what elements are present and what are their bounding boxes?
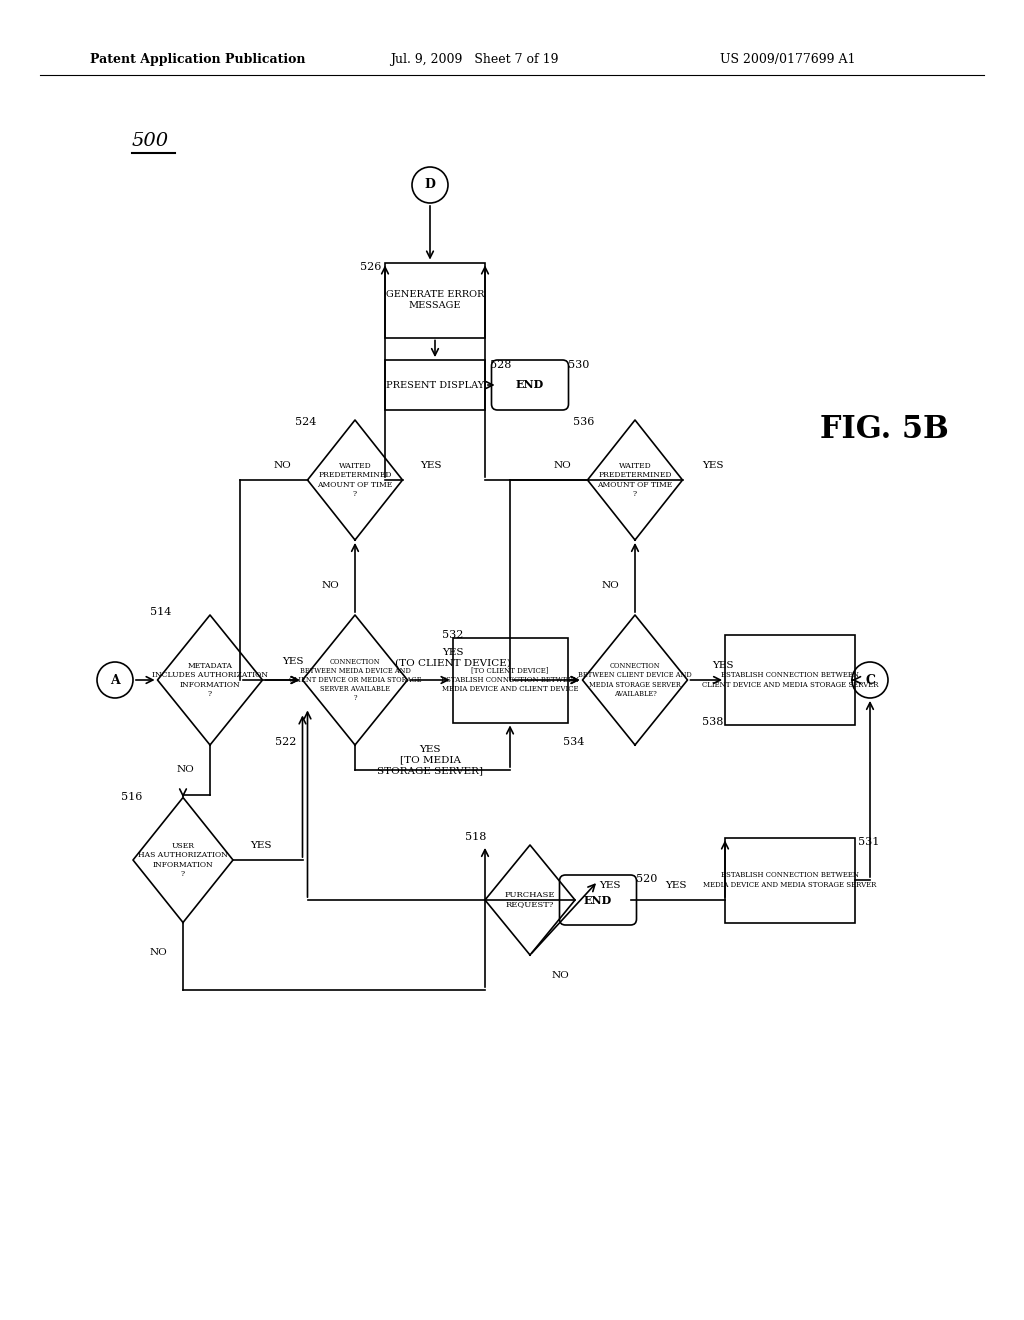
Text: CONNECTION
BETWEEN CLIENT DEVICE AND
MEDIA STORAGE SERVER
AVAILABLE?: CONNECTION BETWEEN CLIENT DEVICE AND MED…: [579, 663, 692, 698]
Text: NO: NO: [554, 461, 571, 470]
Text: 530: 530: [568, 360, 590, 370]
Text: YES: YES: [282, 657, 303, 667]
Text: YES: YES: [712, 660, 733, 669]
Text: 522: 522: [275, 737, 296, 747]
Text: ESTABLISH CONNECTION BETWEEN
CLIENT DEVICE AND MEDIA STORAGE SERVER: ESTABLISH CONNECTION BETWEEN CLIENT DEVI…: [701, 672, 879, 689]
Text: 514: 514: [150, 607, 171, 616]
Bar: [725, 837, 855, 923]
Text: GENERATE ERROR
MESSAGE: GENERATE ERROR MESSAGE: [386, 290, 484, 310]
Text: 526: 526: [360, 261, 381, 272]
Text: ESTABLISH CONNECTION BETWEEN
MEDIA DEVICE AND MEDIA STORAGE SERVER: ESTABLISH CONNECTION BETWEEN MEDIA DEVIC…: [703, 871, 877, 888]
Text: WAITED
PREDETERMINED
AMOUNT OF TIME
?: WAITED PREDETERMINED AMOUNT OF TIME ?: [317, 462, 392, 498]
Text: [TO CLIENT DEVICE]
ESTABLISH CONNECTION BETWEEN
MEDIA DEVICE AND CLIENT DEVICE: [TO CLIENT DEVICE] ESTABLISH CONNECTION …: [441, 667, 579, 693]
Text: 534: 534: [563, 737, 585, 747]
Text: NO: NO: [551, 970, 569, 979]
Text: YES: YES: [665, 880, 686, 890]
Text: NO: NO: [176, 766, 194, 775]
Text: END: END: [516, 380, 544, 391]
Text: PRESENT DISPLAY: PRESENT DISPLAY: [386, 380, 484, 389]
Text: Patent Application Publication: Patent Application Publication: [90, 54, 305, 66]
Text: A: A: [111, 673, 120, 686]
Text: 536: 536: [573, 417, 594, 426]
Text: 520: 520: [636, 874, 657, 884]
Text: 516: 516: [121, 792, 142, 803]
Text: NO: NO: [601, 581, 618, 590]
Text: 524: 524: [295, 417, 316, 426]
Text: USER
HAS AUTHORIZATION
INFORMATION
?: USER HAS AUTHORIZATION INFORMATION ?: [138, 842, 228, 878]
Bar: [453, 638, 567, 722]
Bar: [725, 635, 855, 725]
Text: FIG. 5B: FIG. 5B: [820, 414, 949, 446]
Text: NO: NO: [273, 461, 292, 470]
Text: US 2009/0177699 A1: US 2009/0177699 A1: [720, 54, 855, 66]
Text: C: C: [865, 673, 874, 686]
Text: NO: NO: [150, 948, 167, 957]
Text: PURCHASE
REQUEST?: PURCHASE REQUEST?: [505, 891, 555, 908]
Text: 531: 531: [858, 837, 880, 847]
Text: YES
(TO CLIENT DEVICE): YES (TO CLIENT DEVICE): [394, 648, 510, 668]
Text: CONNECTION
BETWEEN MEIDA DEVICE AND
CLIENT DEVICE OR MEDIA STORAGE
SERVER AVAILA: CONNECTION BETWEEN MEIDA DEVICE AND CLIE…: [289, 657, 421, 702]
Text: METADATA
INCLUDES AUTHORIZATION
INFORMATION
?: METADATA INCLUDES AUTHORIZATION INFORMAT…: [152, 663, 268, 698]
Text: YES: YES: [701, 461, 723, 470]
Bar: [385, 360, 485, 411]
Text: WAITED
PREDETERMINED
AMOUNT OF TIME
?: WAITED PREDETERMINED AMOUNT OF TIME ?: [597, 462, 673, 498]
Text: YES
[TO MEDIA
STORAGE SERVER]: YES [TO MEDIA STORAGE SERVER]: [377, 744, 483, 775]
Bar: [385, 263, 485, 338]
Text: YES: YES: [250, 841, 271, 850]
Text: 532: 532: [442, 630, 464, 640]
Text: D: D: [425, 178, 435, 191]
Text: 500: 500: [132, 132, 169, 150]
Text: END: END: [584, 895, 612, 906]
Text: Jul. 9, 2009   Sheet 7 of 19: Jul. 9, 2009 Sheet 7 of 19: [390, 54, 558, 66]
Text: 518: 518: [465, 832, 486, 842]
Text: YES: YES: [420, 461, 441, 470]
Text: 528: 528: [490, 360, 511, 370]
Text: NO: NO: [322, 581, 339, 590]
Text: 538: 538: [702, 717, 723, 727]
Text: YES: YES: [599, 880, 621, 890]
